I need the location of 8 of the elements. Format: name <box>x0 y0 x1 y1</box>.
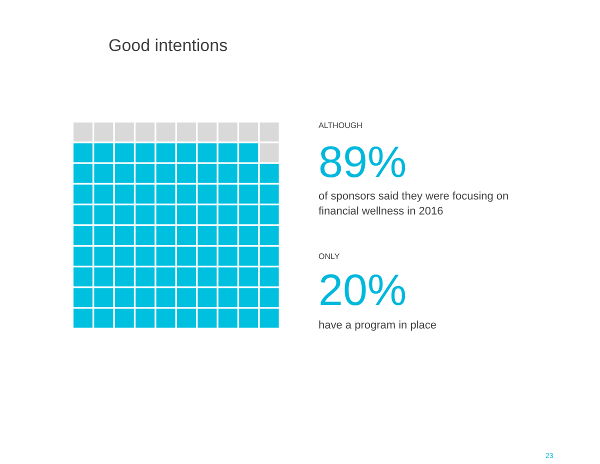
text: ALTHOUGH <box>318 121 363 130</box>
text: Good intentions <box>108 36 228 55</box>
text: ONLY <box>318 252 340 261</box>
text: of sponsors said they were focusing on <box>318 190 509 202</box>
data-label: 89% <box>318 138 407 187</box>
text: financial wellness in 2016 <box>318 206 444 218</box>
text: 20% <box>318 266 407 315</box>
text: have a program in place <box>318 320 437 332</box>
